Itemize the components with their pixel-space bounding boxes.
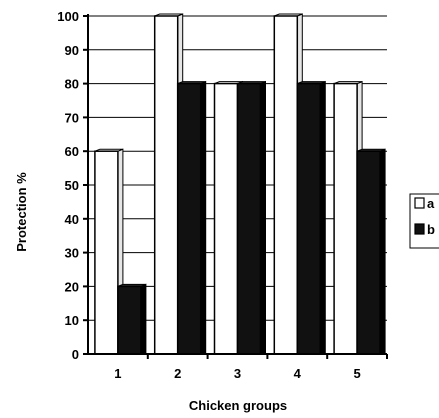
legend-swatch-b [414, 223, 425, 235]
y-tick-label: 30 [65, 246, 79, 261]
y-tick-label: 60 [65, 144, 79, 159]
y-tick-label: 50 [65, 178, 79, 193]
y-axis-label: Protection % [14, 172, 29, 252]
bar-a-4 [273, 15, 299, 355]
y-tick-label: 70 [65, 110, 79, 125]
y-axis-ticks: 0 10 20 30 40 50 60 70 80 90 100 [57, 9, 88, 362]
y-tick-label: 100 [57, 9, 79, 24]
bar-a-5 [333, 82, 358, 355]
y-tick-label: 0 [72, 347, 79, 362]
y-tick-label: 40 [65, 212, 79, 227]
y-tick-label: 20 [65, 279, 79, 294]
bar-b-1 [117, 285, 142, 355]
x-tick-label: 3 [234, 366, 241, 381]
x-axis-label: Chicken groups [189, 398, 287, 413]
legend-label-a: a [427, 196, 435, 211]
y-tick-label: 90 [65, 43, 79, 58]
bar-b-5 [356, 150, 381, 355]
y-tick-label: 10 [65, 313, 79, 328]
x-tick-label: 4 [294, 366, 302, 381]
y-tick-label: 80 [65, 77, 79, 92]
bar-a-1 [94, 150, 119, 355]
legend-label-b: b [427, 222, 435, 237]
bar-a-3 [213, 82, 239, 355]
bar-b-3 [236, 82, 262, 355]
x-tick-label: 1 [114, 366, 121, 381]
bar-b-4 [296, 82, 322, 355]
legend: ab [409, 193, 439, 249]
x-tick-label: 2 [174, 366, 181, 381]
bar-b-2 [176, 82, 202, 355]
bars [94, 13, 386, 355]
x-tick-label: 5 [353, 366, 360, 381]
legend-swatch-a [414, 197, 425, 209]
bar-a-2 [153, 15, 179, 355]
x-axis-ticks: 1 2 3 4 5 [114, 354, 388, 381]
